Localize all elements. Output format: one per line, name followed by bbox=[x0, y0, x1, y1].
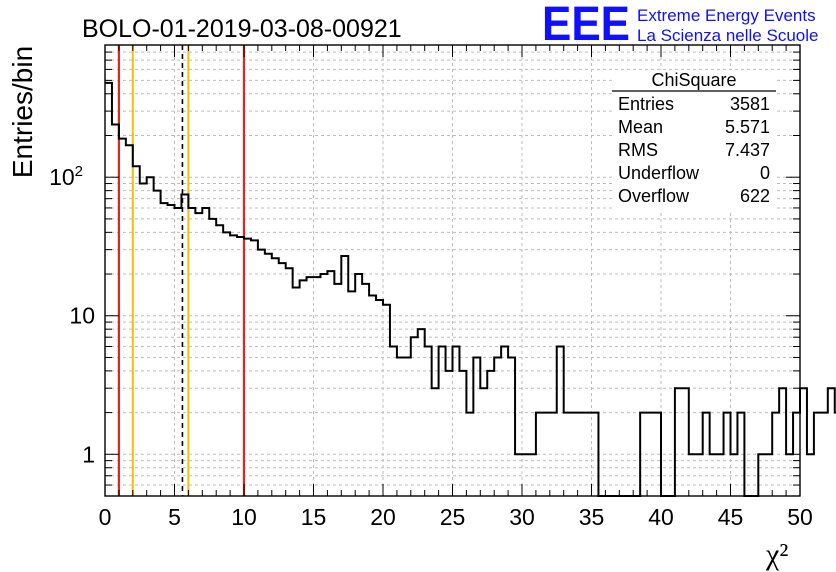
x-tick-label: 0 bbox=[99, 504, 112, 530]
y-tick-label: 10 bbox=[69, 303, 95, 329]
stats-value-overflow: 622 bbox=[740, 186, 770, 206]
x-axis-label: χ² bbox=[765, 538, 788, 571]
x-tick-label: 45 bbox=[718, 504, 744, 530]
stats-label-mean: Mean bbox=[618, 117, 663, 137]
eee-logo: EEE Extreme Energy Events La Scienza nel… bbox=[542, 0, 818, 51]
x-tick-label: 10 bbox=[231, 504, 257, 530]
stats-label-entries: Entries bbox=[618, 94, 674, 114]
stats-box: ChiSquare Entries 3581 Mean 5.571 RMS 7.… bbox=[612, 70, 776, 210]
stats-box-title: ChiSquare bbox=[651, 70, 736, 90]
stats-box-background bbox=[612, 70, 776, 210]
x-tick-label: 50 bbox=[787, 504, 813, 530]
y-tick-label: 1 bbox=[82, 441, 95, 467]
logo-line2: La Scienza nelle Scuole bbox=[637, 26, 818, 45]
eee-logo-mark: EEE bbox=[542, 0, 630, 51]
y-tick-labels: 1 10 102 bbox=[49, 163, 95, 467]
histogram bbox=[105, 81, 836, 497]
logo-line1: Extreme Energy Events bbox=[637, 6, 816, 25]
x-tick-label: 25 bbox=[440, 504, 466, 530]
x-tick-label: 20 bbox=[370, 504, 396, 530]
x-tick-label: 15 bbox=[301, 504, 327, 530]
y-axis-label: Entries/bin bbox=[7, 46, 38, 178]
x-tick-label: 35 bbox=[579, 504, 605, 530]
stats-label-overflow: Overflow bbox=[618, 186, 690, 206]
y-tick-label: 102 bbox=[49, 163, 83, 190]
x-tick-labels: 0 5 10 15 20 25 30 35 40 45 50 bbox=[99, 504, 813, 530]
x-tick-label: 5 bbox=[168, 504, 181, 530]
histogram-outline bbox=[105, 81, 836, 497]
x-tick-label: 30 bbox=[509, 504, 535, 530]
marker-lines bbox=[117, 45, 246, 496]
chart-title: BOLO-01-2019-03-08-00921 bbox=[82, 15, 402, 43]
grid bbox=[105, 45, 800, 496]
stats-value-underflow: 0 bbox=[760, 163, 770, 183]
stats-value-mean: 5.571 bbox=[725, 117, 770, 137]
stats-label-underflow: Underflow bbox=[618, 163, 700, 183]
x-tick-label: 40 bbox=[648, 504, 674, 530]
axes bbox=[104, 44, 801, 497]
stats-value-entries: 3581 bbox=[730, 94, 770, 114]
stats-label-rms: RMS bbox=[618, 140, 658, 160]
stats-value-rms: 7.437 bbox=[725, 140, 770, 160]
